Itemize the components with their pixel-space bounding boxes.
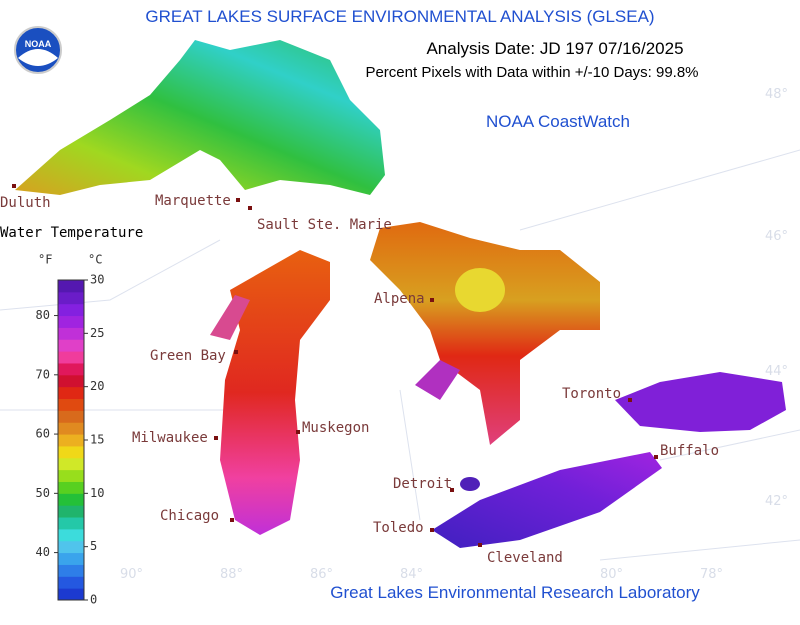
f-tick-label: 70 [36, 367, 50, 381]
color-swatch [58, 445, 84, 459]
analysis-date: Analysis Date: JD 197 07/16/2025 [426, 39, 683, 58]
color-swatch [58, 398, 84, 411]
city-marker [248, 206, 252, 210]
city-label: Chicago [160, 508, 219, 524]
city-label: Toledo [373, 520, 424, 536]
lake-st-clair [460, 477, 480, 491]
color-swatch [58, 410, 84, 423]
city-marker [296, 430, 300, 434]
color-swatch [58, 552, 84, 565]
lake-huron [370, 222, 600, 445]
c-tick-label: 5 [90, 539, 97, 553]
title: GREAT LAKES SURFACE ENVIRONMENTAL ANALYS… [145, 7, 654, 26]
city-marker [478, 543, 482, 547]
lon-label: 86° [310, 567, 333, 582]
city-marker [214, 436, 218, 440]
thunder-spot [455, 268, 505, 312]
c-tick-label: 10 [90, 486, 104, 500]
color-swatch [58, 374, 84, 388]
lon-label: 84° [400, 567, 423, 582]
city-label: Muskegon [302, 420, 369, 436]
lon-label: 88° [220, 567, 243, 582]
color-swatch [58, 315, 84, 328]
lat-label: 44° [765, 364, 788, 379]
lon-label: 80° [600, 567, 623, 582]
city-label: Alpena [374, 291, 425, 307]
legend: Water Temperature °F °C 40 50 60 70 80 0 5 10 15… [0, 225, 143, 607]
saginaw-bay [415, 360, 460, 400]
footer: Great Lakes Environmental Research Labor… [330, 583, 700, 602]
c-tick-label: 0 [90, 593, 97, 607]
city-marker [628, 398, 632, 402]
lon-label: 78° [700, 567, 723, 582]
lake-erie [432, 452, 662, 548]
color-swatch [58, 481, 84, 494]
color-swatch [58, 434, 84, 447]
color-swatch [58, 339, 84, 352]
f-tick-label: 60 [36, 427, 50, 441]
city-label: Duluth [0, 195, 51, 211]
c-tick-label: 15 [90, 433, 104, 447]
f-unit: °F [38, 253, 52, 267]
lakes [15, 40, 786, 548]
lake-michigan [220, 250, 330, 535]
color-swatch [58, 280, 84, 293]
city-labels: Duluth Marquette Sault Ste. Marie Green Bay… [0, 184, 719, 566]
city-marker [234, 350, 238, 354]
city-label: Buffalo [660, 443, 719, 459]
color-swatch [58, 362, 84, 376]
color-swatch [58, 540, 84, 554]
city-marker [430, 528, 434, 532]
city-label: Toronto [562, 386, 621, 402]
color-swatch [58, 505, 84, 518]
lat-label: 42° [765, 494, 788, 509]
color-swatch [58, 351, 84, 364]
source: NOAA CoastWatch [486, 112, 630, 131]
city-marker [230, 518, 234, 522]
lake-ontario [615, 372, 786, 432]
c-unit: °C [88, 253, 102, 267]
logo-text: NOAA [25, 39, 52, 49]
percent-pixels: Percent Pixels with Data within +/-10 Da… [365, 64, 698, 81]
noaa-logo: NOAA [14, 26, 62, 74]
color-swatch [58, 457, 84, 471]
color-swatch [58, 386, 84, 400]
city-marker [654, 455, 658, 459]
c-tick-label: 20 [90, 379, 104, 393]
lake-superior [15, 40, 385, 195]
city-marker [12, 184, 16, 188]
city-marker [236, 198, 240, 202]
f-tick-label: 40 [36, 545, 50, 559]
color-swatch [58, 469, 84, 482]
city-label: Milwaukee [132, 430, 208, 446]
city-label: Sault Ste. Marie [257, 217, 392, 233]
color-swatch [58, 493, 84, 506]
color-swatch [58, 576, 84, 589]
color-swatch [58, 528, 84, 542]
c-tick-label: 25 [90, 326, 104, 340]
city-marker [450, 488, 454, 492]
city-label: Green Bay [150, 348, 226, 364]
city-label: Marquette [155, 193, 231, 209]
legend-title: Water Temperature [0, 225, 143, 241]
color-swatch [58, 564, 84, 577]
city-label: Detroit [393, 476, 452, 492]
lon-label: 90° [120, 567, 143, 582]
lat-label: 48° [765, 87, 788, 102]
f-tick-label: 50 [36, 486, 50, 500]
f-tick-label: 80 [36, 308, 50, 322]
color-swatch [58, 422, 84, 435]
color-swatch [58, 588, 84, 601]
color-swatch [58, 303, 84, 317]
state-lines [0, 149, 800, 561]
color-swatch [58, 291, 84, 305]
city-marker [430, 298, 434, 302]
color-swatch [58, 327, 84, 340]
lat-label: 46° [765, 229, 788, 244]
green-bay [210, 295, 250, 340]
color-swatch [58, 517, 84, 530]
city-label: Cleveland [487, 550, 563, 566]
c-tick-label: 30 [90, 273, 104, 287]
